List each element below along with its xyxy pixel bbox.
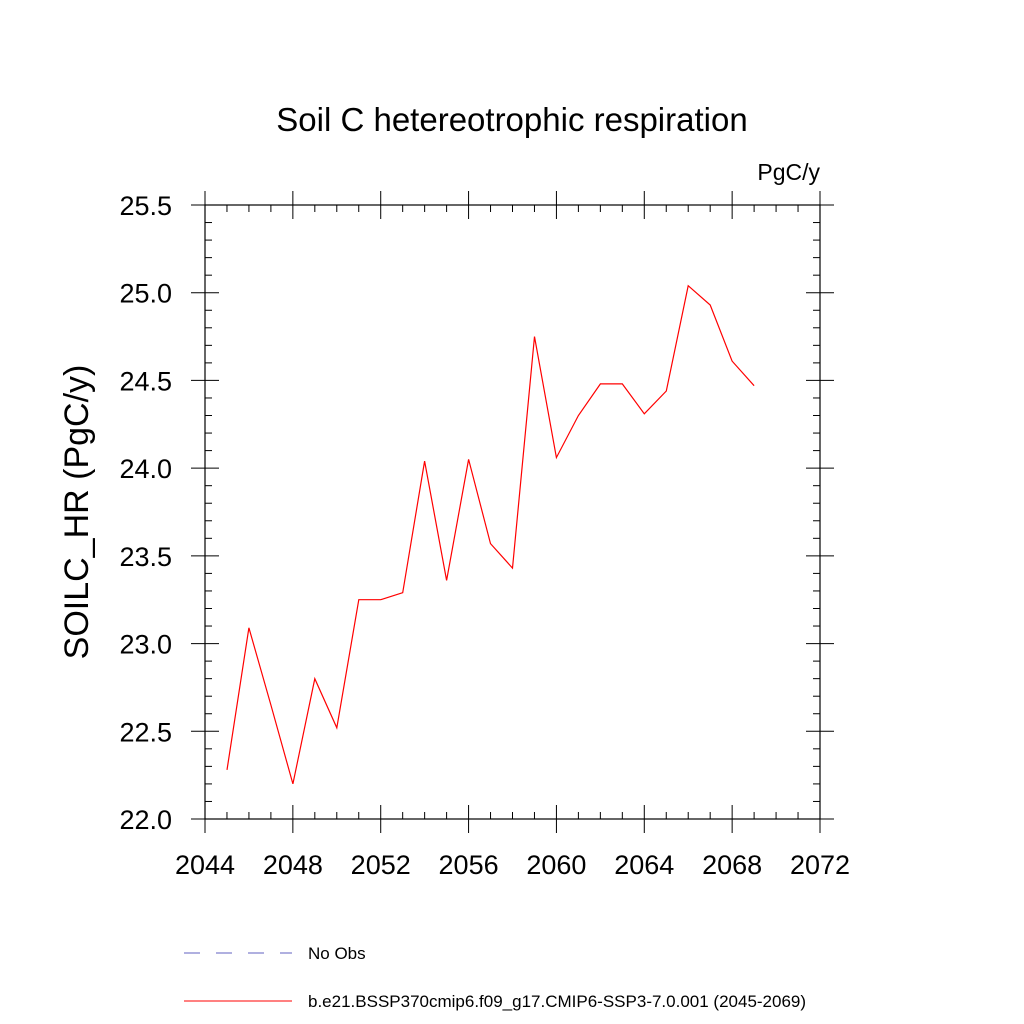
y-tick-label: 25.5 bbox=[119, 191, 172, 221]
series-line bbox=[226, 284, 755, 785]
x-tick-label: 2044 bbox=[175, 850, 235, 880]
chart-title: Soil C hetereotrophic respiration bbox=[276, 101, 747, 138]
axis-ticks bbox=[191, 191, 834, 833]
units-label: PgC/y bbox=[757, 159, 820, 185]
x-tick-labels: 2044 2048 2052 2056 2060 2064 2068 2072 bbox=[175, 850, 850, 880]
plot-frame bbox=[204, 204, 821, 820]
y-tick-label: 25.0 bbox=[119, 279, 172, 309]
x-tick-label: 2056 bbox=[439, 850, 499, 880]
x-tick-label: 2052 bbox=[351, 850, 411, 880]
y-tick-label: 24.5 bbox=[119, 366, 172, 396]
legend: No Obs b.e21.BSSP370cmip6.f09_g17.CMIP6-S… bbox=[184, 944, 806, 1011]
y-tick-labels: 22.0 22.5 23.0 23.5 24.0 24.5 25.0 25.5 bbox=[119, 191, 172, 835]
y-tick-label: 23.0 bbox=[119, 630, 172, 660]
y-axis-label: SOILC_HR (PgC/y) bbox=[58, 365, 96, 660]
legend-label: No Obs bbox=[308, 944, 366, 963]
x-tick-label: 2068 bbox=[702, 850, 762, 880]
legend-label: b.e21.BSSP370cmip6.f09_g17.CMIP6-SSP3-7.… bbox=[308, 992, 806, 1011]
x-tick-label: 2064 bbox=[614, 850, 674, 880]
y-tick-label: 22.0 bbox=[119, 805, 172, 835]
x-tick-label: 2072 bbox=[790, 850, 850, 880]
series-layer bbox=[226, 284, 755, 785]
y-tick-label: 23.5 bbox=[119, 542, 172, 572]
y-tick-label: 24.0 bbox=[119, 454, 172, 484]
x-tick-label: 2048 bbox=[263, 850, 323, 880]
y-tick-label: 22.5 bbox=[119, 717, 172, 747]
x-tick-label: 2060 bbox=[526, 850, 586, 880]
